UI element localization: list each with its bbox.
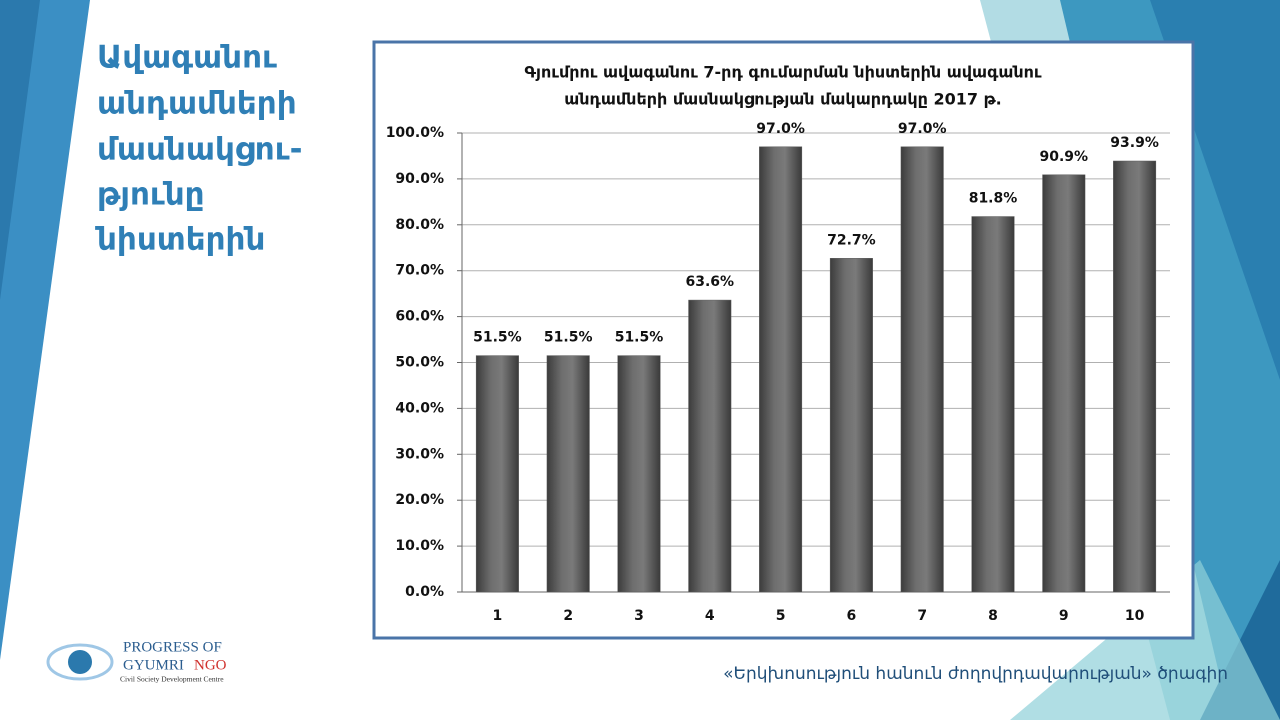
y-tick-label: 50.0% [395,355,444,371]
logo: PROGRESS OF GYUMRI NGO Civil Society Dev… [46,639,227,684]
x-tick-label: 2 [563,608,573,624]
heading-line: թյունը [97,177,205,213]
chart-title: անդամների մասնակցության մակարդակը 2017 թ… [564,90,1001,109]
footer: «Երկխոսություն հանուն ժողովրդավարության»… [723,664,1228,684]
value-label: 81.8% [969,191,1018,207]
plot: 0.0% 10.0% 20.0% 30.0% 40.0% 50.0% 60.0% 70.0% 8… [386,121,1170,624]
x-tick-label: 7 [917,608,927,624]
y-tick-label: 100.0% [386,125,444,141]
x-tick-label: 6 [847,608,857,624]
x-tick-label: 4 [705,608,715,624]
value-label: 63.6% [686,274,735,290]
x-tick-label: 3 [634,608,644,624]
value-label: 97.0% [898,121,947,137]
bar [475,355,519,593]
value-label: 51.5% [615,330,664,346]
x-tick-label: 1 [493,608,503,624]
logo-globe [68,650,92,674]
logo-text: PROGRESS OF [123,639,222,655]
x-tick-label: 9 [1059,608,1069,624]
value-label: 93.9% [1110,135,1159,151]
value-label: 97.0% [756,121,805,137]
bar [1042,174,1086,593]
logo-text: Civil Society Development Centre [120,675,224,684]
value-label: 51.5% [544,330,593,346]
y-tick-label: 20.0% [395,492,444,508]
y-tick-label: 80.0% [395,217,444,233]
value-label: 51.5% [473,330,522,346]
left-band-dark [0,0,40,300]
bar [546,355,590,593]
y-tick-label: 10.0% [395,538,444,554]
chart-title: Գյումրու ավագանու 7-րդ գումարման նիստերի… [524,63,1042,82]
x-tick-label: 8 [988,608,998,624]
x-tick-label: 10 [1125,608,1145,624]
heading: Ավագանու անդամների մասնակցու- թյունը նիս… [95,40,302,258]
heading-line: նիստերին [95,222,265,258]
value-label: 90.9% [1040,149,1089,165]
logo-text: NGO [194,657,227,673]
y-tick-label: 90.0% [395,171,444,187]
bar [971,216,1015,593]
logo-orbit [46,643,114,681]
bar [617,355,661,593]
right-band-5 [1010,560,1280,720]
y-tick-label: 30.0% [395,446,444,462]
bar [759,146,803,593]
bar [688,299,732,593]
value-label: 72.7% [827,232,876,248]
bar [900,146,944,593]
y-tick-label: 0.0% [405,584,444,600]
heading-line: մասնակցու- [97,132,302,168]
left-band [0,0,90,660]
x-tick-label: 5 [776,608,786,624]
logo-text: GYUMRI [123,657,184,673]
y-tick-label: 40.0% [395,400,444,416]
heading-line: անդամների [97,86,297,122]
y-tick-label: 70.0% [395,263,444,279]
y-tick-label: 60.0% [395,309,444,325]
heading-line: Ավագանու [97,40,277,76]
bar [829,258,873,593]
bar [1113,160,1157,593]
